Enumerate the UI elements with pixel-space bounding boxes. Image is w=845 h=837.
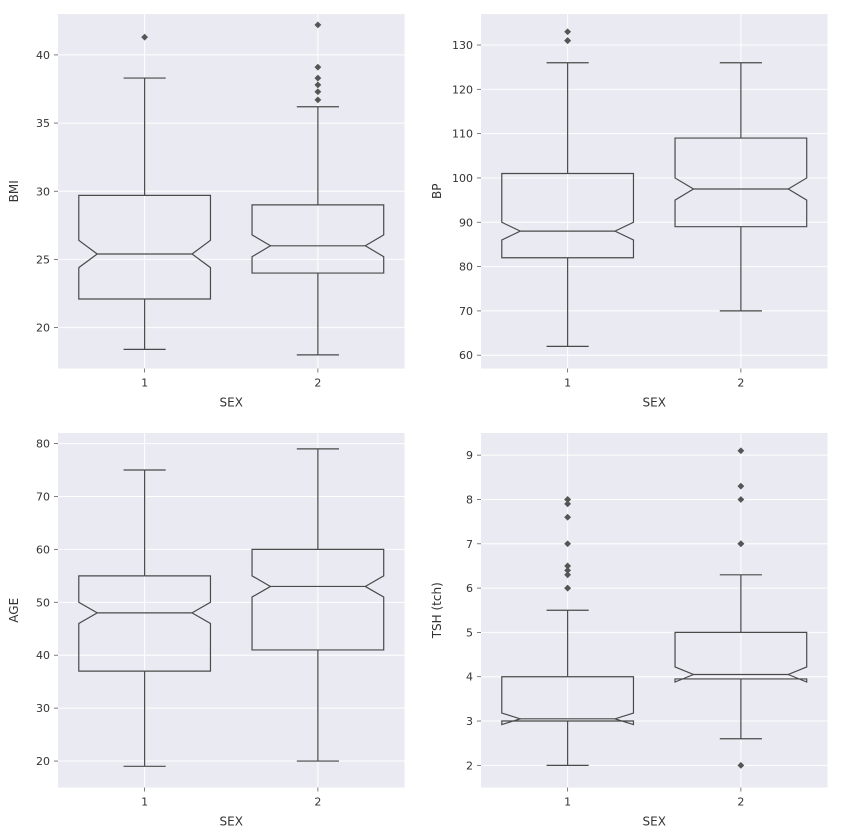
ytick-label: 50 [36,596,50,609]
xtick-label: 1 [564,377,571,390]
xlabel: SEX [220,814,243,828]
ylabel: BMI [7,180,21,202]
ytick-label: 20 [36,322,50,335]
ytick-label: 4 [466,670,473,683]
boxplot-panel: 20 30 40 50 60 70 80 1 2 SEX AGE [0,419,423,837]
boxplot-panel: 20 25 30 35 40 1 2 SEX BMI [0,0,423,419]
ytick-label: 70 [36,490,50,503]
ytick-label: 40 [36,49,50,62]
ylabel: BP [430,184,444,199]
ytick-label: 2 [466,759,473,772]
ytick-label: 5 [466,626,473,639]
ytick-label: 100 [452,172,473,185]
ytick-label: 6 [466,582,473,595]
ytick-label: 80 [36,437,50,450]
panel-bp: 60 70 80 90 100 110 120 130 1 2 SEX BP [423,0,845,419]
panel-age: 20 30 40 50 60 70 80 1 2 SEX AGE [0,419,423,837]
ylabel: TSH (tch) [430,582,444,639]
ytick-label: 20 [36,755,50,768]
ytick-label: 60 [459,349,473,362]
xtick-label: 2 [314,795,321,808]
xlabel: SEX [220,396,243,410]
ytick-label: 8 [466,493,473,506]
ytick-label: 30 [36,185,50,198]
ytick-label: 35 [36,117,50,130]
ytick-label: 70 [459,305,473,318]
xtick-label: 2 [737,795,744,808]
xlabel: SEX [642,814,665,828]
ytick-label: 9 [466,449,473,462]
xtick-label: 2 [737,377,744,390]
ylabel: AGE [7,597,21,622]
ytick-label: 25 [36,253,50,266]
ytick-label: 30 [36,702,50,715]
ytick-label: 110 [452,128,473,141]
panel-tsh-tch-: 2 3 4 5 6 7 8 9 1 2 SEX TSH (tch) [423,419,845,837]
boxplot-panel: 2 3 4 5 6 7 8 9 1 2 SEX TSH (tch) [423,419,845,837]
ytick-label: 3 [466,715,473,728]
ytick-label: 120 [452,83,473,96]
boxplot-grid: 202530354012SEXBMI6070809010011012013012… [0,0,845,837]
ytick-label: 130 [452,39,473,52]
xlabel: SEX [642,396,665,410]
xtick-label: 1 [141,377,148,390]
xtick-label: 2 [314,377,321,390]
ytick-label: 7 [466,537,473,550]
xtick-label: 1 [141,795,148,808]
panel-bmi: 20 25 30 35 40 1 2 SEX BMI [0,0,423,419]
boxplot-panel: 60 70 80 90 100 110 120 130 1 2 SEX BP [423,0,845,419]
ytick-label: 60 [36,543,50,556]
xtick-label: 1 [564,795,571,808]
ytick-label: 80 [459,261,473,274]
ytick-label: 40 [36,649,50,662]
ytick-label: 90 [459,216,473,229]
